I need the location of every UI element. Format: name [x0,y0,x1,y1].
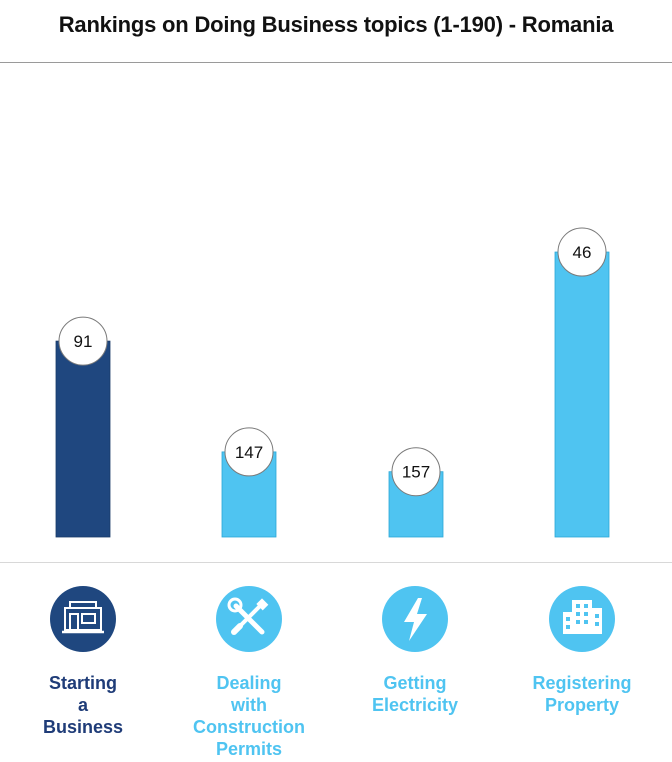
category-label-line: Registering [532,673,632,693]
category-label: Dealing with Construction Permits [174,672,324,760]
category-label: Registering Property [507,672,657,716]
category-label-line: a [77,695,88,715]
category-getting-electricity: Getting Electricity [340,586,490,716]
data-label-1: 147 [235,443,263,462]
lightning-icon [382,586,448,652]
data-label-badge-2 [391,447,441,497]
bar-0 [55,340,111,538]
data-label-badge-3 [557,227,607,277]
data-label-3: 46 [573,243,592,262]
category-label-line: Business [42,717,124,737]
data-label-0: 91 [74,332,93,351]
category-registering-property: Registering Property [507,586,657,716]
category-label-line: Property [544,695,620,715]
category-label-line: with [231,695,267,715]
data-label-2: 157 [402,463,430,482]
category-label-line: Permits [215,739,283,759]
category-label-line: Electricity [371,695,459,715]
bar-chart: 91 147 157 46 [55,227,610,538]
category-label-line: Getting [383,673,447,693]
category-dealing-with-construction-permits: Dealing with Construction Permits [174,586,324,760]
tools-icon [216,586,282,652]
storefront-icon [50,586,116,652]
category-label: Getting Electricity [340,672,490,716]
chart-title: Rankings on Doing Business topics (1-190… [58,12,614,37]
axis-divider [0,562,672,563]
category-starting-a-business: Starting a Business [8,586,158,738]
category-label-line: Starting [48,673,117,693]
category-label-line: Construction [193,717,305,737]
category-label: Starting a Business [8,672,158,738]
title-divider [0,62,672,63]
data-label-badge-0 [58,316,108,366]
bar-3 [554,251,610,538]
category-label-line: Dealing [216,673,282,693]
data-label-badge-1 [224,427,274,477]
buildings-icon [549,586,615,652]
